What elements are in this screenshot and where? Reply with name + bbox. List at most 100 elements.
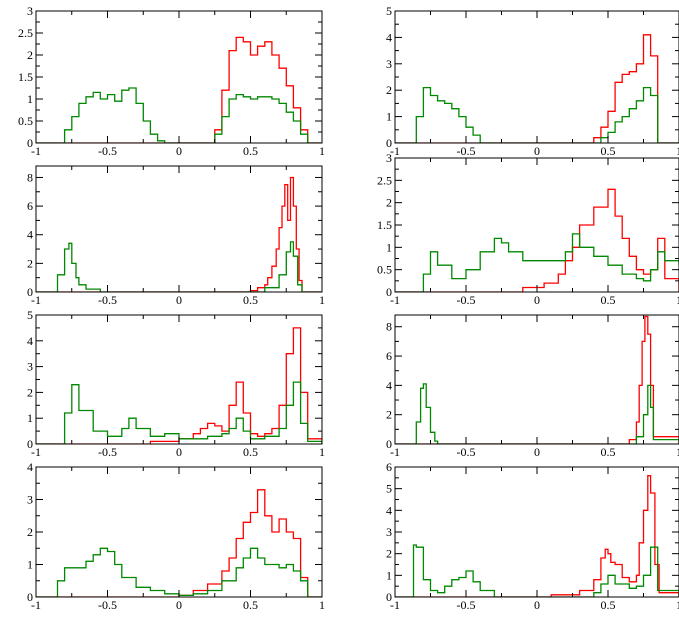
- x-tick-label: -0.5: [98, 598, 117, 612]
- x-tick-label: 0.5: [601, 445, 616, 459]
- green-series-line: [36, 381, 322, 444]
- y-tick-label: 4: [386, 378, 392, 392]
- y-tick-label: 2: [386, 83, 392, 97]
- y-tick-label: 4: [27, 228, 33, 242]
- green-series-line: [395, 544, 679, 597]
- y-tick-label: 1: [27, 92, 33, 106]
- y-tick-label: 6: [27, 199, 33, 213]
- y-tick-label: 1.5: [18, 70, 33, 84]
- x-tick-label: -0.5: [457, 144, 476, 158]
- x-tick-label: 0.5: [243, 144, 258, 158]
- y-tick-label: 2: [27, 525, 33, 539]
- y-tick-label: 3: [386, 525, 392, 539]
- red-series-line: [36, 489, 322, 597]
- y-tick-label: 3: [27, 4, 33, 18]
- x-tick-label: -1: [31, 445, 41, 459]
- y-tick-label: 3: [386, 151, 392, 165]
- x-tick-label: 0: [534, 144, 540, 158]
- y-tick-label: 6: [386, 460, 392, 474]
- green-series-line: [395, 86, 679, 143]
- y-tick-label: 1: [386, 110, 392, 124]
- y-tick-label: 0: [386, 437, 392, 451]
- x-tick-label: -1: [31, 598, 41, 612]
- x-tick-label: 1: [319, 293, 325, 307]
- y-tick-label: 2.5: [377, 173, 392, 187]
- y-tick-label: 5: [386, 482, 392, 496]
- y-tick-label: 0: [27, 285, 33, 299]
- red-series-line: [395, 34, 679, 143]
- x-tick-label: -0.5: [457, 445, 476, 459]
- y-tick-label: 0: [27, 437, 33, 451]
- x-tick-label: 1: [319, 144, 325, 158]
- x-tick-label: 0.5: [243, 598, 258, 612]
- x-tick-label: 0: [534, 598, 540, 612]
- chart-panel-3: -1 -0.5 0 0.5 1 0 2 4 6 8: [27, 165, 325, 307]
- y-tick-label: 3: [386, 57, 392, 71]
- x-tick-label: 0: [176, 598, 182, 612]
- x-tick-label: -0.5: [98, 445, 117, 459]
- x-tick-label: -0.5: [98, 144, 117, 158]
- x-tick-label: 0: [176, 445, 182, 459]
- green-series-line: [395, 383, 679, 444]
- y-tick-label: 1: [27, 411, 33, 425]
- plot-frame: [394, 10, 679, 144]
- x-tick-label: 0.5: [243, 293, 258, 307]
- y-tick-label: 8: [27, 170, 33, 184]
- chart-panel-6: -1 -0.5 0 0.5 1 0 2 4 6 8: [386, 314, 679, 459]
- x-tick-label: -1: [390, 598, 400, 612]
- y-tick-label: 2: [27, 256, 33, 270]
- red-series-line: [36, 327, 322, 444]
- y-tick-label: 0: [27, 136, 33, 150]
- y-tick-label: 2: [27, 48, 33, 62]
- y-tick-label: 1.5: [377, 218, 392, 232]
- y-tick-label: 2: [386, 196, 392, 210]
- x-tick-label: -1: [390, 445, 400, 459]
- x-tick-label: -1: [390, 144, 400, 158]
- y-tick-label: 2.5: [18, 26, 33, 40]
- chart-panel-2: -1 -0.5 0 0.5 1 0 1 2 3 4 5: [386, 4, 679, 158]
- y-tick-label: 0.5: [18, 114, 33, 128]
- y-tick-label: 1: [27, 558, 33, 572]
- green-series-line: [36, 87, 322, 143]
- x-tick-label: 0.5: [601, 144, 616, 158]
- y-tick-label: 2: [27, 385, 33, 399]
- green-series-line: [395, 233, 679, 292]
- y-tick-label: 4: [27, 334, 33, 348]
- red-series-line: [36, 176, 322, 292]
- plot-frame: [394, 157, 679, 293]
- plot-frame: [35, 10, 323, 144]
- x-tick-label: 0: [534, 445, 540, 459]
- x-tick-label: 0: [176, 144, 182, 158]
- chart-panel-7: -1 -0.5 0 0.5 1 0 1 2 3 4: [27, 460, 325, 612]
- y-tick-label: 1: [386, 568, 392, 582]
- y-tick-label: 6: [386, 349, 392, 363]
- x-tick-label: 1: [676, 598, 679, 612]
- y-tick-label: 4: [386, 30, 392, 44]
- x-tick-label: -0.5: [98, 293, 117, 307]
- x-tick-label: -0.5: [457, 598, 476, 612]
- y-tick-label: 0: [386, 590, 392, 604]
- y-tick-label: 3: [27, 493, 33, 507]
- red-series-line: [36, 36, 322, 143]
- y-tick-label: 4: [27, 460, 33, 474]
- x-tick-label: 1: [676, 293, 679, 307]
- green-series-line: [36, 547, 322, 597]
- chart-panel-8: -1 -0.5 0 0.5 1 0 1 2 3 4 5 6: [386, 460, 679, 612]
- y-tick-label: 5: [386, 4, 392, 18]
- x-tick-label: 1: [676, 144, 679, 158]
- y-tick-label: 5: [27, 308, 33, 322]
- x-tick-label: 0.5: [601, 293, 616, 307]
- y-tick-label: 8: [386, 320, 392, 334]
- x-tick-label: 1: [319, 598, 325, 612]
- x-tick-label: 0.5: [243, 445, 258, 459]
- y-tick-label: 2: [386, 408, 392, 422]
- x-tick-label: 0: [176, 293, 182, 307]
- x-tick-label: 1: [676, 445, 679, 459]
- y-tick-label: 2: [386, 547, 392, 561]
- x-tick-label: 1: [319, 445, 325, 459]
- x-tick-label: 0.5: [601, 598, 616, 612]
- y-tick-label: 3: [27, 360, 33, 374]
- chart-panel-1: -1 -0.5 0 0.5 1 0 0.5 1 1.5 2 2.5 3: [18, 4, 325, 158]
- y-tick-label: 0: [386, 285, 392, 299]
